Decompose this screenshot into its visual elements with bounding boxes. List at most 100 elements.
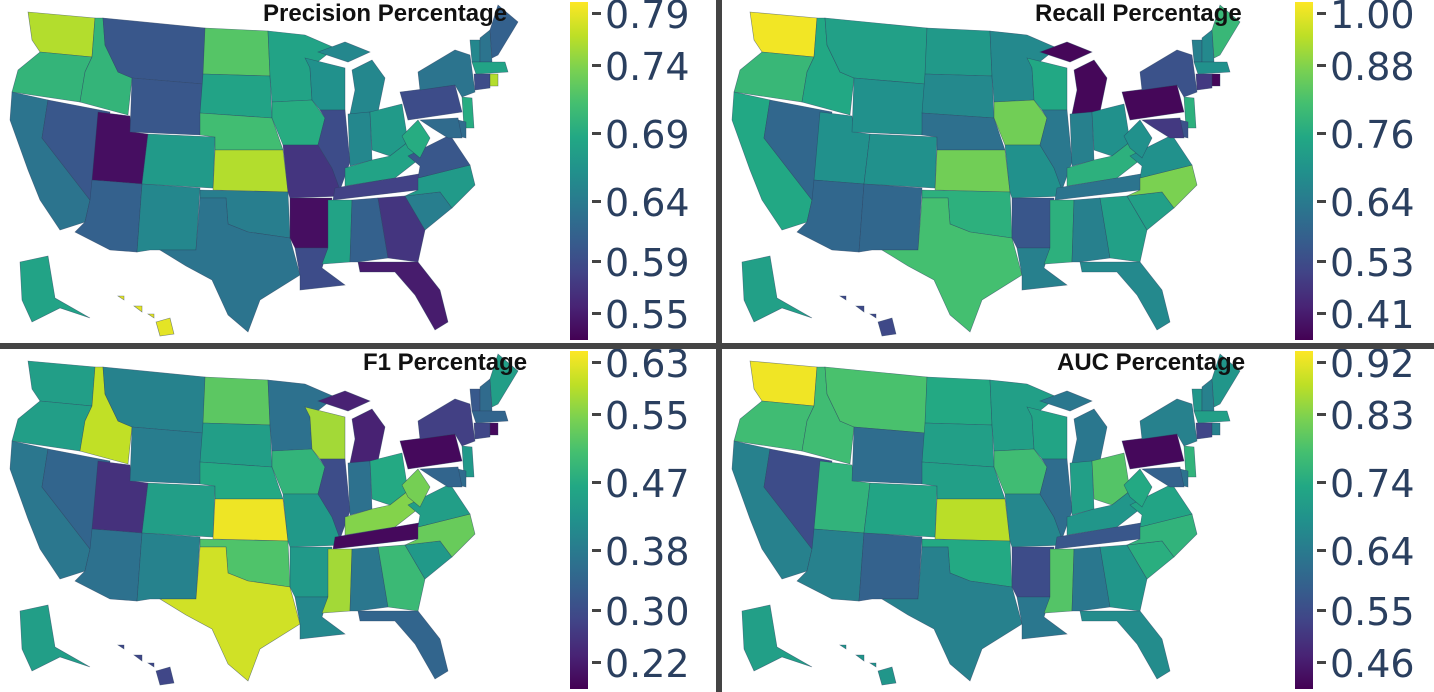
state-al[interactable]: [1071, 197, 1111, 263]
state-il[interactable]: [1039, 458, 1073, 540]
state-wy[interactable]: [851, 426, 926, 485]
state-nc[interactable]: [404, 513, 476, 558]
state-ms[interactable]: [1043, 199, 1075, 265]
state-ga[interactable]: [1099, 544, 1148, 612]
state-tx[interactable]: [880, 546, 1023, 682]
state-in[interactable]: [1069, 460, 1095, 516]
state-ct[interactable]: [473, 422, 491, 440]
state-wa[interactable]: [27, 11, 96, 58]
state-md[interactable]: [1141, 466, 1185, 488]
state-ak[interactable]: [741, 255, 813, 323]
state-ar[interactable]: [289, 197, 333, 249]
state-wv[interactable]: [1123, 119, 1153, 159]
state-sd[interactable]: [199, 73, 273, 119]
state-sd[interactable]: [921, 73, 995, 119]
state-ny[interactable]: [417, 49, 476, 98]
state-co[interactable]: [141, 482, 216, 538]
state-nj[interactable]: [461, 96, 475, 129]
state-vt[interactable]: [1191, 388, 1203, 412]
state-wv[interactable]: [1123, 468, 1153, 508]
state-ma[interactable]: [1193, 410, 1231, 424]
state-ak[interactable]: [19, 604, 91, 672]
state-ny[interactable]: [417, 398, 476, 447]
state-ks[interactable]: [212, 149, 289, 193]
state-wv[interactable]: [401, 119, 431, 159]
state-va[interactable]: [407, 483, 471, 528]
state-il[interactable]: [1039, 109, 1073, 191]
state-ri[interactable]: [489, 73, 499, 87]
state-al[interactable]: [349, 197, 389, 263]
state-me[interactable]: [1211, 353, 1241, 408]
state-ny[interactable]: [1139, 398, 1198, 447]
state-co[interactable]: [141, 133, 216, 189]
state-hi[interactable]: [117, 295, 175, 337]
state-pa[interactable]: [1121, 84, 1185, 121]
state-fl[interactable]: [357, 610, 449, 680]
state-ak[interactable]: [19, 255, 91, 323]
state-nm[interactable]: [136, 532, 201, 602]
state-nd[interactable]: [202, 376, 271, 426]
state-ma[interactable]: [471, 410, 509, 424]
state-ga[interactable]: [1099, 195, 1148, 263]
state-me[interactable]: [489, 353, 519, 408]
state-va[interactable]: [1129, 134, 1193, 179]
state-ms[interactable]: [321, 199, 353, 265]
state-me[interactable]: [489, 4, 519, 59]
state-wy[interactable]: [129, 77, 204, 136]
state-al[interactable]: [1071, 546, 1111, 612]
state-wy[interactable]: [851, 77, 926, 136]
state-fl[interactable]: [1079, 610, 1171, 680]
state-ny[interactable]: [1139, 49, 1198, 98]
state-va[interactable]: [407, 134, 471, 179]
state-wa[interactable]: [749, 11, 818, 58]
state-pa[interactable]: [399, 84, 463, 121]
state-in[interactable]: [347, 460, 373, 516]
state-tx[interactable]: [880, 197, 1023, 333]
state-vt[interactable]: [469, 388, 481, 412]
state-ms[interactable]: [321, 548, 353, 614]
state-in[interactable]: [1069, 111, 1095, 167]
state-co[interactable]: [863, 133, 938, 189]
state-md[interactable]: [419, 117, 463, 139]
state-nj[interactable]: [1183, 445, 1197, 478]
state-ct[interactable]: [473, 73, 491, 91]
state-nm[interactable]: [136, 183, 201, 253]
state-nc[interactable]: [1126, 164, 1198, 209]
state-co[interactable]: [863, 482, 938, 538]
state-fl[interactable]: [357, 261, 449, 331]
state-pa[interactable]: [1121, 433, 1185, 470]
state-il[interactable]: [317, 458, 351, 540]
state-sd[interactable]: [921, 422, 995, 468]
state-il[interactable]: [317, 109, 351, 191]
state-ma[interactable]: [1193, 61, 1231, 75]
state-ak[interactable]: [741, 604, 813, 672]
state-va[interactable]: [1129, 483, 1193, 528]
state-hi[interactable]: [839, 295, 897, 337]
state-me[interactable]: [1211, 4, 1241, 59]
state-nd[interactable]: [924, 376, 993, 426]
state-ar[interactable]: [1011, 546, 1055, 598]
state-ga[interactable]: [377, 195, 426, 263]
state-nm[interactable]: [858, 532, 923, 602]
state-ri[interactable]: [489, 422, 499, 436]
state-ga[interactable]: [377, 544, 426, 612]
state-in[interactable]: [347, 111, 373, 167]
state-pa[interactable]: [399, 433, 463, 470]
state-vt[interactable]: [469, 39, 481, 63]
state-nc[interactable]: [1126, 513, 1198, 558]
state-nd[interactable]: [202, 27, 271, 77]
state-vt[interactable]: [1191, 39, 1203, 63]
state-fl[interactable]: [1079, 261, 1171, 331]
state-ms[interactable]: [1043, 548, 1075, 614]
state-ks[interactable]: [934, 498, 1011, 542]
state-ks[interactable]: [212, 498, 289, 542]
state-ct[interactable]: [1195, 73, 1213, 91]
state-nd[interactable]: [924, 27, 993, 77]
state-ar[interactable]: [289, 546, 333, 598]
state-nc[interactable]: [404, 164, 476, 209]
state-ri[interactable]: [1211, 73, 1221, 87]
state-wy[interactable]: [129, 426, 204, 485]
state-nj[interactable]: [461, 445, 475, 478]
state-md[interactable]: [419, 466, 463, 488]
state-wa[interactable]: [749, 360, 818, 407]
